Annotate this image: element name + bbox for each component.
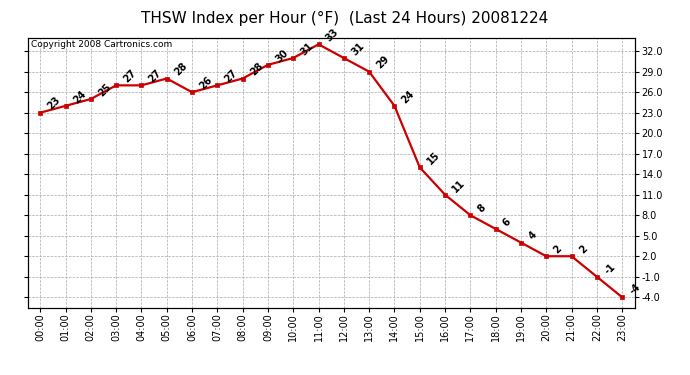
Text: -1: -1 — [602, 261, 617, 276]
Text: 4: 4 — [526, 230, 538, 242]
Text: 27: 27 — [147, 68, 164, 85]
Text: 23: 23 — [46, 95, 62, 112]
Text: THSW Index per Hour (°F)  (Last 24 Hours) 20081224: THSW Index per Hour (°F) (Last 24 Hours)… — [141, 11, 549, 26]
Text: 24: 24 — [400, 88, 417, 105]
Text: 26: 26 — [197, 75, 214, 92]
Text: 2: 2 — [577, 244, 589, 255]
Text: 27: 27 — [223, 68, 239, 85]
Text: 27: 27 — [121, 68, 138, 85]
Text: 15: 15 — [425, 150, 442, 166]
Text: 2: 2 — [552, 244, 564, 255]
Text: 11: 11 — [451, 177, 467, 194]
Text: 33: 33 — [324, 27, 341, 44]
Text: 30: 30 — [273, 48, 290, 64]
Text: 25: 25 — [97, 82, 113, 98]
Text: 28: 28 — [248, 61, 265, 78]
Text: 29: 29 — [375, 54, 391, 71]
Text: 24: 24 — [71, 88, 88, 105]
Text: -4: -4 — [628, 282, 642, 297]
Text: 28: 28 — [172, 61, 189, 78]
Text: 31: 31 — [349, 40, 366, 57]
Text: 31: 31 — [299, 40, 315, 57]
Text: 8: 8 — [476, 202, 488, 214]
Text: Copyright 2008 Cartronics.com: Copyright 2008 Cartronics.com — [30, 40, 172, 49]
Text: 6: 6 — [501, 216, 513, 228]
